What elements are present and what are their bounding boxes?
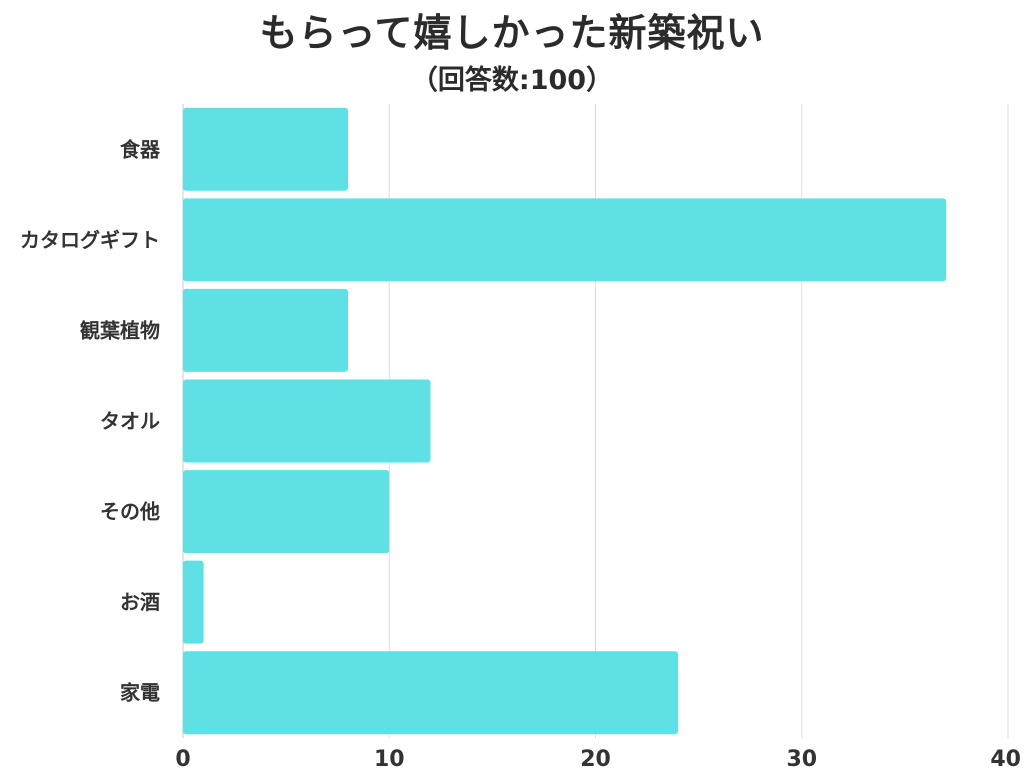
category-label: お酒 bbox=[120, 590, 160, 614]
x-tick-label: 30 bbox=[786, 747, 817, 768]
bar bbox=[183, 470, 390, 554]
category-label: 食器 bbox=[120, 137, 161, 161]
bar bbox=[183, 651, 678, 735]
x-tick-label: 40 bbox=[990, 747, 1021, 768]
category-label: カタログギフト bbox=[20, 228, 160, 252]
bar bbox=[183, 379, 431, 463]
category-label: その他 bbox=[100, 500, 160, 524]
x-tick-label: 10 bbox=[374, 747, 405, 768]
category-label: タオル bbox=[100, 409, 160, 433]
bar bbox=[183, 560, 204, 644]
chart-title: もらって嬉しかった新築祝い bbox=[259, 11, 765, 55]
category-label: 家電 bbox=[120, 681, 160, 705]
x-tick-label: 20 bbox=[580, 747, 611, 768]
bar bbox=[183, 288, 348, 372]
bar bbox=[183, 107, 348, 191]
x-tick-label: 0 bbox=[175, 747, 190, 768]
category-label: 観葉植物 bbox=[80, 318, 160, 342]
bar bbox=[183, 198, 947, 282]
chart-subtitle: （回答数:100） bbox=[410, 65, 614, 96]
